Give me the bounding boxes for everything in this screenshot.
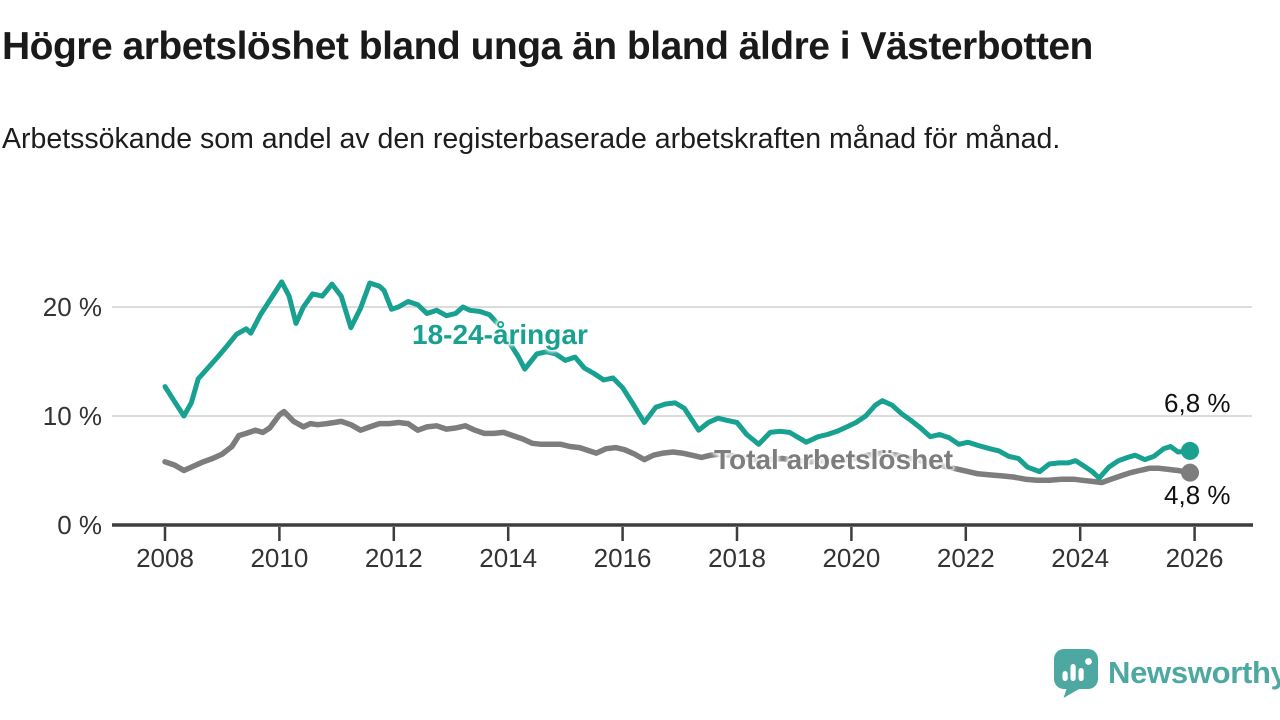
total-series-label: Total arbetslöshet xyxy=(714,444,954,475)
x-axis-label-2022: 2022 xyxy=(936,543,995,573)
youth-series-end-dot xyxy=(1181,441,1200,460)
bar-chart-glyph xyxy=(1062,658,1092,681)
total-series-line xyxy=(162,408,1193,486)
page-subtitle: Arbetssökande som andel av den registerb… xyxy=(2,123,1061,155)
x-axis-label-2010: 2010 xyxy=(250,543,309,573)
x-axis-label-2016: 2016 xyxy=(593,543,652,573)
y-axis-label-10: 10 % xyxy=(42,401,102,431)
x-axis-label-2012: 2012 xyxy=(364,543,423,573)
newsworthy-logo-text: Newsworthy xyxy=(1108,655,1280,690)
x-axis-label-2026: 2026 xyxy=(1165,543,1224,573)
x-axis-label-2020: 2020 xyxy=(822,543,881,573)
youth-end-value-label: 6,8 % xyxy=(1164,387,1231,418)
y-axis-label-0: 0 % xyxy=(57,510,102,540)
exclamation-dot xyxy=(1085,658,1092,665)
total-series-end-dot xyxy=(1181,463,1200,482)
youth-series-label: 18-24-åringar xyxy=(412,319,588,350)
speech-bubble-shape xyxy=(1054,649,1098,698)
x-axis-label-2014: 2014 xyxy=(479,543,538,573)
x-axis-label-2008: 2008 xyxy=(136,543,194,573)
total-end-value-label: 4,8 % xyxy=(1164,479,1231,510)
page-title: Högre arbetslöshet bland unga än bland ä… xyxy=(2,25,1093,68)
y-axis-label-20: 20 % xyxy=(42,292,102,322)
gridlines xyxy=(112,306,1252,417)
x-axis-tick-marks xyxy=(163,527,1196,541)
youth-series-line xyxy=(162,279,1193,481)
x-axis-label-2024: 2024 xyxy=(1051,543,1110,573)
x-axis-label-2018: 2018 xyxy=(708,543,766,573)
newsworthy-logo-icon xyxy=(1054,649,1098,698)
newsworthy-logo[interactable]: Newsworthy xyxy=(1053,648,1280,698)
